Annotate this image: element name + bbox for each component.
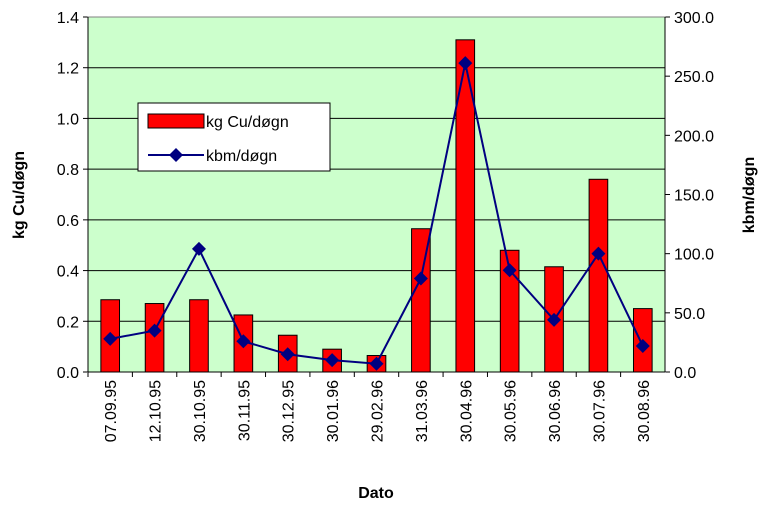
y-tick-label: 0.4 — [57, 264, 79, 281]
line-marker — [236, 334, 251, 349]
y-tick-label: 1.2 — [57, 61, 79, 78]
legend-swatch — [147, 113, 205, 129]
bar — [588, 178, 609, 373]
x-tick-label: 30.07.96 — [591, 380, 608, 442]
line-marker — [547, 312, 562, 327]
line-marker — [635, 338, 650, 353]
line-marker — [502, 263, 517, 278]
y2-tick-label: 0.0 — [674, 365, 696, 382]
line-marker — [147, 323, 162, 338]
x-tick-label: 30.08.96 — [636, 380, 653, 442]
y-tick-label: 1.4 — [57, 10, 79, 27]
y2-tick-label: 50.0 — [674, 306, 705, 323]
bar — [189, 299, 209, 373]
line-marker — [591, 246, 606, 261]
x-tick-label: 30.11.95 — [236, 380, 253, 441]
legend-marker — [169, 148, 183, 162]
line-marker — [369, 356, 384, 371]
x-tick-label: 31.03.96 — [414, 380, 431, 442]
x-tick-label: 30.12.95 — [281, 380, 298, 442]
y-tick-label: 0.0 — [57, 365, 79, 382]
y-tick-label: 0.8 — [57, 162, 79, 179]
y2-axis-title: kbm/døgn — [741, 157, 758, 233]
y2-tick-label: 100.0 — [674, 247, 714, 264]
y2-tick-label: 150.0 — [674, 188, 714, 205]
y-tick-label: 0.2 — [57, 314, 79, 331]
line-marker — [413, 271, 428, 286]
y2-tick-label: 250.0 — [674, 69, 714, 86]
line-marker — [103, 331, 118, 346]
y2-tick-label: 200.0 — [674, 128, 714, 145]
y-axis-title: kg Cu/døgn — [11, 151, 28, 239]
x-tick-label: 12.10.95 — [148, 380, 165, 442]
plot-area — [88, 17, 665, 372]
y-tick-label: 1.0 — [57, 111, 79, 128]
x-tick-label: 30.10.95 — [192, 380, 209, 442]
x-tick-label: 07.09.95 — [103, 380, 120, 442]
y2-tick-label: 300.0 — [674, 10, 714, 27]
line-marker — [325, 353, 340, 368]
legend-label: kbm/døgn — [206, 148, 277, 165]
x-tick-label: 30.01.96 — [325, 380, 342, 442]
x-axis-title: Dato — [358, 485, 394, 502]
line-marker — [458, 56, 473, 71]
x-tick-label: 29.02.96 — [370, 380, 387, 442]
legend-label: kg Cu/døgn — [206, 114, 289, 131]
x-tick-label: 30.04.96 — [458, 380, 475, 442]
bar — [144, 303, 165, 373]
x-tick-label: 30.06.96 — [547, 380, 564, 442]
line-marker — [280, 347, 295, 362]
line-marker — [191, 241, 206, 256]
y-tick-label: 0.6 — [57, 213, 79, 230]
x-tick-label: 30.05.96 — [503, 380, 520, 442]
